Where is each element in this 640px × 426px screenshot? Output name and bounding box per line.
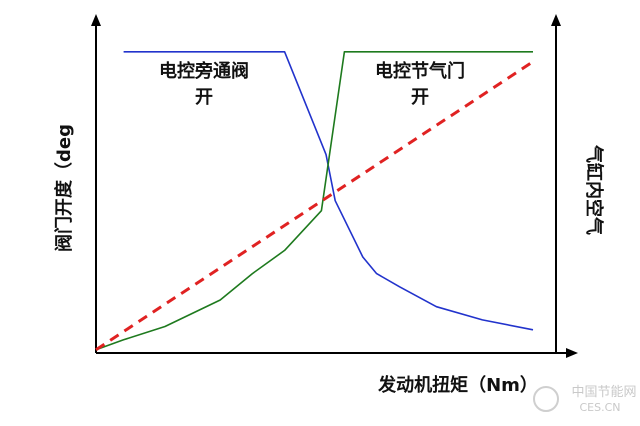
- series-layer: [95, 50, 534, 351]
- annotation-bypass-line1: 电控旁通阀: [159, 60, 249, 82]
- y-axis-left-label: 阀门开度（deg: [53, 124, 75, 252]
- y-axis-right-label: 气缸内空气: [583, 144, 605, 235]
- series-line-0: [123, 50, 534, 331]
- watermark-line2: CES.CN: [579, 401, 620, 414]
- annotation-throttle-line2: 开: [411, 87, 429, 108]
- x-axis-label: 发动机扭矩（Nm）: [377, 374, 538, 396]
- series-line-2: [95, 60, 534, 351]
- y-axis-left-arrow: [91, 14, 101, 26]
- watermark-line1: 中国节能网: [571, 385, 636, 400]
- y-axis-right-arrow: [551, 14, 561, 26]
- annotation-throttle-line1: 电控节气门: [375, 60, 465, 82]
- annotation-bypass-line2: 开: [195, 87, 213, 108]
- series-line-1: [95, 50, 533, 351]
- watermark: 中国节能网 CES.CN: [533, 385, 637, 414]
- x-axis-arrow: [566, 348, 578, 358]
- watermark-logo-icon: [533, 386, 559, 412]
